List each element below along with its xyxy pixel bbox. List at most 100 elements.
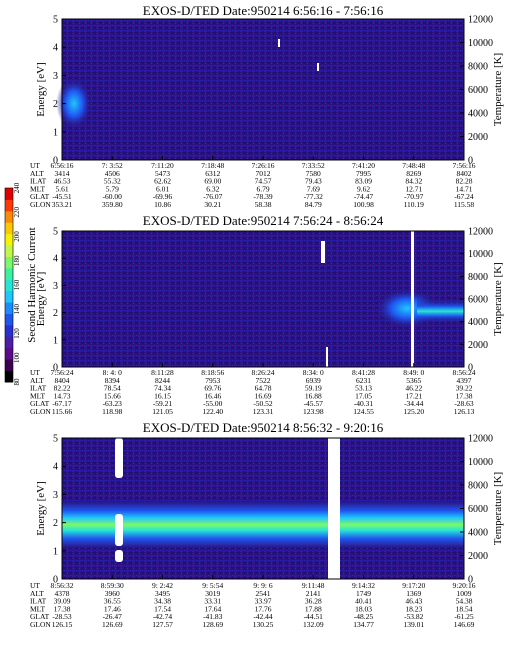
y2-tick-label: 0 xyxy=(468,156,473,167)
y2-tick-label: 8000 xyxy=(468,62,488,73)
orbit-value: -41.83 xyxy=(203,612,223,621)
y-axis-label: Energy [eV] xyxy=(35,272,47,326)
orbit-value: 126.15 xyxy=(52,620,73,629)
orbit-row-label: GLON xyxy=(30,200,51,209)
orbit-value: 6939 xyxy=(306,376,321,385)
orbit-value: 123.31 xyxy=(253,407,274,416)
orbit-value: 7:33:52 xyxy=(302,161,325,170)
data-gap xyxy=(411,231,414,367)
colorbar-tick-label: 240 xyxy=(13,182,21,193)
orbit-row-label: GLAT xyxy=(30,612,50,621)
orbit-value: 7:11:20 xyxy=(151,161,174,170)
y2-tick-label: 8000 xyxy=(468,481,488,492)
heatmap-background xyxy=(62,19,464,160)
spectrogram-panel-3: EXOS-D/TED Date:950214 8:56:32 - 9:20:16… xyxy=(30,420,504,629)
orbit-value: 7522 xyxy=(256,376,271,385)
orbit-value: -44.51 xyxy=(304,612,324,621)
orbit-value: -48.25 xyxy=(354,612,374,621)
orbit-row-label: ALT xyxy=(30,589,44,598)
orbit-value: 6:56:16 xyxy=(51,161,74,170)
orbit-value: 74.34 xyxy=(154,384,171,393)
orbit-value: 39.22 xyxy=(456,384,473,393)
orbit-value: -74.47 xyxy=(354,192,374,201)
orbit-value: 125.20 xyxy=(403,407,424,416)
orbit-row-label: ILAT xyxy=(30,177,47,186)
y2-tick-label: 2000 xyxy=(468,340,488,351)
orbit-value: 7:56:24 xyxy=(51,368,74,377)
orbit-value: 132.09 xyxy=(303,620,324,629)
orbit-value: 33.97 xyxy=(255,597,272,606)
y2-tick-label: 4000 xyxy=(468,109,488,120)
orbit-value: 7:48:48 xyxy=(402,161,425,170)
data-gap xyxy=(115,550,123,562)
orbit-value: 2541 xyxy=(256,589,271,598)
orbit-value: -63.23 xyxy=(103,399,123,408)
orbit-value: 6.01 xyxy=(156,184,169,193)
orbit-value: -59.21 xyxy=(153,399,173,408)
data-gap xyxy=(115,514,123,546)
orbit-value: 17.46 xyxy=(104,604,121,613)
heatmap-feature xyxy=(417,299,464,324)
orbit-value: -28.63 xyxy=(454,399,474,408)
y-tick-label: 2 xyxy=(53,518,58,529)
orbit-value: 83.09 xyxy=(355,177,372,186)
orbit-value: 78.54 xyxy=(104,384,121,393)
orbit-row-label: GLAT xyxy=(30,399,50,408)
orbit-value: 53.13 xyxy=(355,384,372,393)
orbit-value: 8:18:56 xyxy=(201,368,224,377)
panel-title: EXOS-D/TED Date:950214 8:56:32 - 9:20:16 xyxy=(143,420,384,435)
orbit-row-label: ILAT xyxy=(30,597,47,606)
y-axis-label: Energy [eV] xyxy=(35,481,47,535)
orbit-value: -28.53 xyxy=(52,612,72,621)
orbit-row-label: ILAT xyxy=(30,384,47,393)
y2-tick-label: 10000 xyxy=(468,249,493,260)
heatmap-feature xyxy=(56,77,92,130)
y-tick-label: 3 xyxy=(53,281,58,292)
panel-title: EXOS-D/TED Date:950214 7:56:24 - 8:56:24 xyxy=(143,213,384,228)
orbit-value: -45.51 xyxy=(52,192,72,201)
y-tick-label: 0 xyxy=(53,363,58,374)
orbit-value: 64.78 xyxy=(255,384,272,393)
y2-tick-label: 6000 xyxy=(468,295,488,306)
orbit-value: 8:11:28 xyxy=(151,368,174,377)
orbit-value: 84.32 xyxy=(405,177,422,186)
orbit-value: 16.15 xyxy=(154,391,171,400)
orbit-value: 115.58 xyxy=(454,200,475,209)
colorbar-swatch xyxy=(5,336,13,349)
orbit-value: 7012 xyxy=(256,169,271,178)
orbit-value: 353.21 xyxy=(52,200,73,209)
orbit-value: 36.28 xyxy=(305,597,322,606)
orbit-value: 8:56:24 xyxy=(453,368,476,377)
y-tick-label: 1 xyxy=(53,127,58,138)
orbit-value: -42.44 xyxy=(253,612,273,621)
colorbar-swatch xyxy=(5,210,13,223)
orbit-value: -42.74 xyxy=(153,612,173,621)
orbit-value: 16.46 xyxy=(204,391,221,400)
orbit-value: 14.71 xyxy=(456,184,473,193)
orbit-value: 134.77 xyxy=(353,620,374,629)
orbit-value: 17.38 xyxy=(54,604,71,613)
orbit-value: 123.98 xyxy=(303,407,324,416)
orbit-value: 15.66 xyxy=(104,391,121,400)
orbit-value: 17.21 xyxy=(405,391,422,400)
orbit-value: 5.61 xyxy=(55,184,68,193)
orbit-value: 5.79 xyxy=(106,184,119,193)
orbit-value: 4506 xyxy=(105,169,120,178)
orbit-value: 9.62 xyxy=(357,184,370,193)
y2-axis-label: Temperature [K] xyxy=(492,53,504,126)
y2-tick-label: 10000 xyxy=(468,457,493,468)
orbit-value: 127.57 xyxy=(152,620,173,629)
colorbar-tick-label: 220 xyxy=(13,207,21,218)
orbit-value: 17.54 xyxy=(154,604,171,613)
orbit-value: -76.07 xyxy=(203,192,223,201)
colorbar-tick-label: 180 xyxy=(13,255,21,266)
orbit-row-label: GLAT xyxy=(30,192,50,201)
y2-tick-label: 0 xyxy=(468,363,473,374)
orbit-row-label: GLON xyxy=(30,407,51,416)
orbit-value: 8:56:32 xyxy=(51,581,74,590)
heatmap-band xyxy=(62,501,464,548)
orbit-value: 17.64 xyxy=(204,604,221,613)
y2-tick-label: 12000 xyxy=(468,227,493,238)
y-tick-label: 4 xyxy=(53,43,58,54)
orbit-value: 9: 2:42 xyxy=(152,581,173,590)
